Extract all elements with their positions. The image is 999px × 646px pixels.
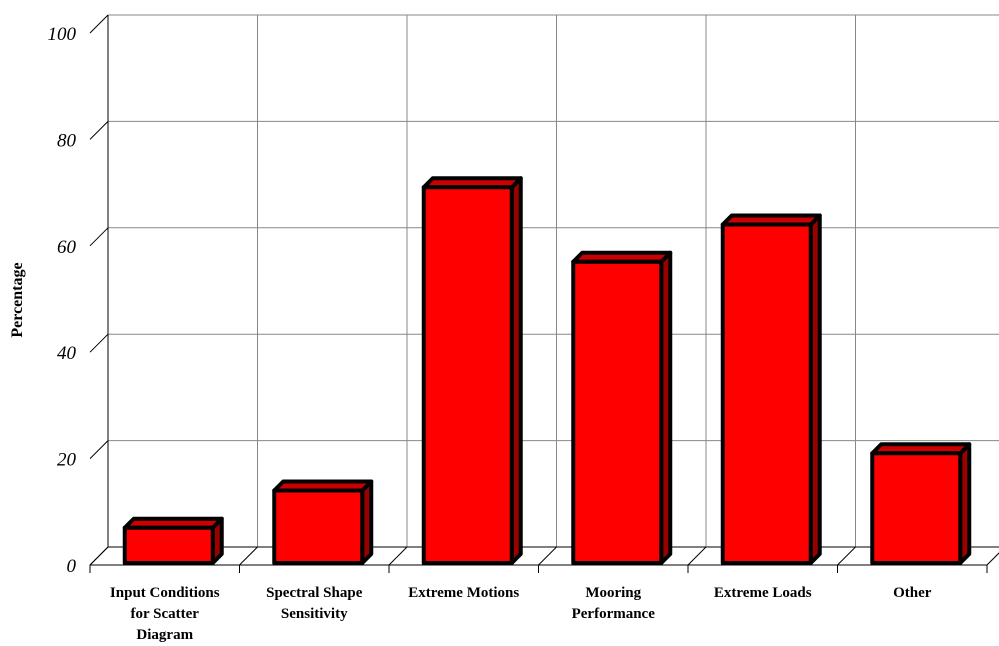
x-tick-label-line: Performance <box>572 606 656 622</box>
floor-diagonal <box>538 546 557 566</box>
bar <box>571 250 673 565</box>
grid <box>108 14 999 547</box>
bar-front <box>571 259 664 565</box>
x-tick-label: Spectral Shape Sensitivity <box>266 585 363 622</box>
y-tick-mark <box>89 440 109 459</box>
y-tick-label: 80 <box>57 130 77 151</box>
bar-front <box>870 451 963 565</box>
x-tick-label-line: for Scatter <box>131 606 200 622</box>
bar <box>720 213 822 566</box>
x-tick-label-line: Diagram <box>136 627 193 643</box>
x-tick-label-line: Extreme Motions <box>408 585 519 601</box>
y-tick-mark <box>89 227 109 247</box>
floor-diagonal <box>89 546 109 566</box>
x-tick-label-line: Sensitivity <box>281 606 348 622</box>
x-tick-label: Other <box>893 585 932 601</box>
floor-diagonal <box>388 546 408 566</box>
bars <box>122 176 972 566</box>
y-tick-label: 20 <box>57 450 77 471</box>
x-tick-label: Input Conditions for Scatter Diagram <box>110 585 220 643</box>
floor-diagonal <box>239 546 258 566</box>
floor-diagonal <box>687 546 707 566</box>
bar <box>272 479 374 565</box>
bar <box>421 176 523 565</box>
x-tick-label: Extreme Loads <box>714 585 812 601</box>
x-tick-label-line: Other <box>893 585 932 601</box>
y-tick-label: 60 <box>57 237 77 258</box>
x-tick-label-line: Mooring <box>585 585 641 601</box>
bar-front <box>272 488 365 565</box>
bar-front <box>720 222 813 566</box>
x-tick-label-line: Extreme Loads <box>714 585 812 601</box>
y-tick-label: 100 <box>48 24 77 45</box>
y-tick-mark <box>89 121 109 140</box>
y-tick-label: 40 <box>57 343 77 364</box>
bar <box>122 516 224 566</box>
x-tick-label-line: Spectral Shape <box>266 585 363 601</box>
y-axis-label: Percentage <box>9 262 26 337</box>
labels: 0 20 40 60 80 100 Input Conditions for Scatter D… <box>48 24 932 643</box>
bar <box>870 442 972 565</box>
bar-front <box>122 525 215 566</box>
y-tick-label: 0 <box>67 556 77 577</box>
bar-front <box>421 185 514 565</box>
floor-diagonal <box>986 552 999 566</box>
axes <box>89 14 999 573</box>
x-tick-label: Mooring Performance <box>572 585 656 622</box>
y-tick-mark <box>89 14 109 34</box>
y-tick-mark <box>89 333 109 353</box>
floor-diagonal <box>837 546 856 566</box>
x-tick-label: Extreme Motions <box>408 585 519 601</box>
x-tick-label-line: Input Conditions <box>110 585 220 601</box>
